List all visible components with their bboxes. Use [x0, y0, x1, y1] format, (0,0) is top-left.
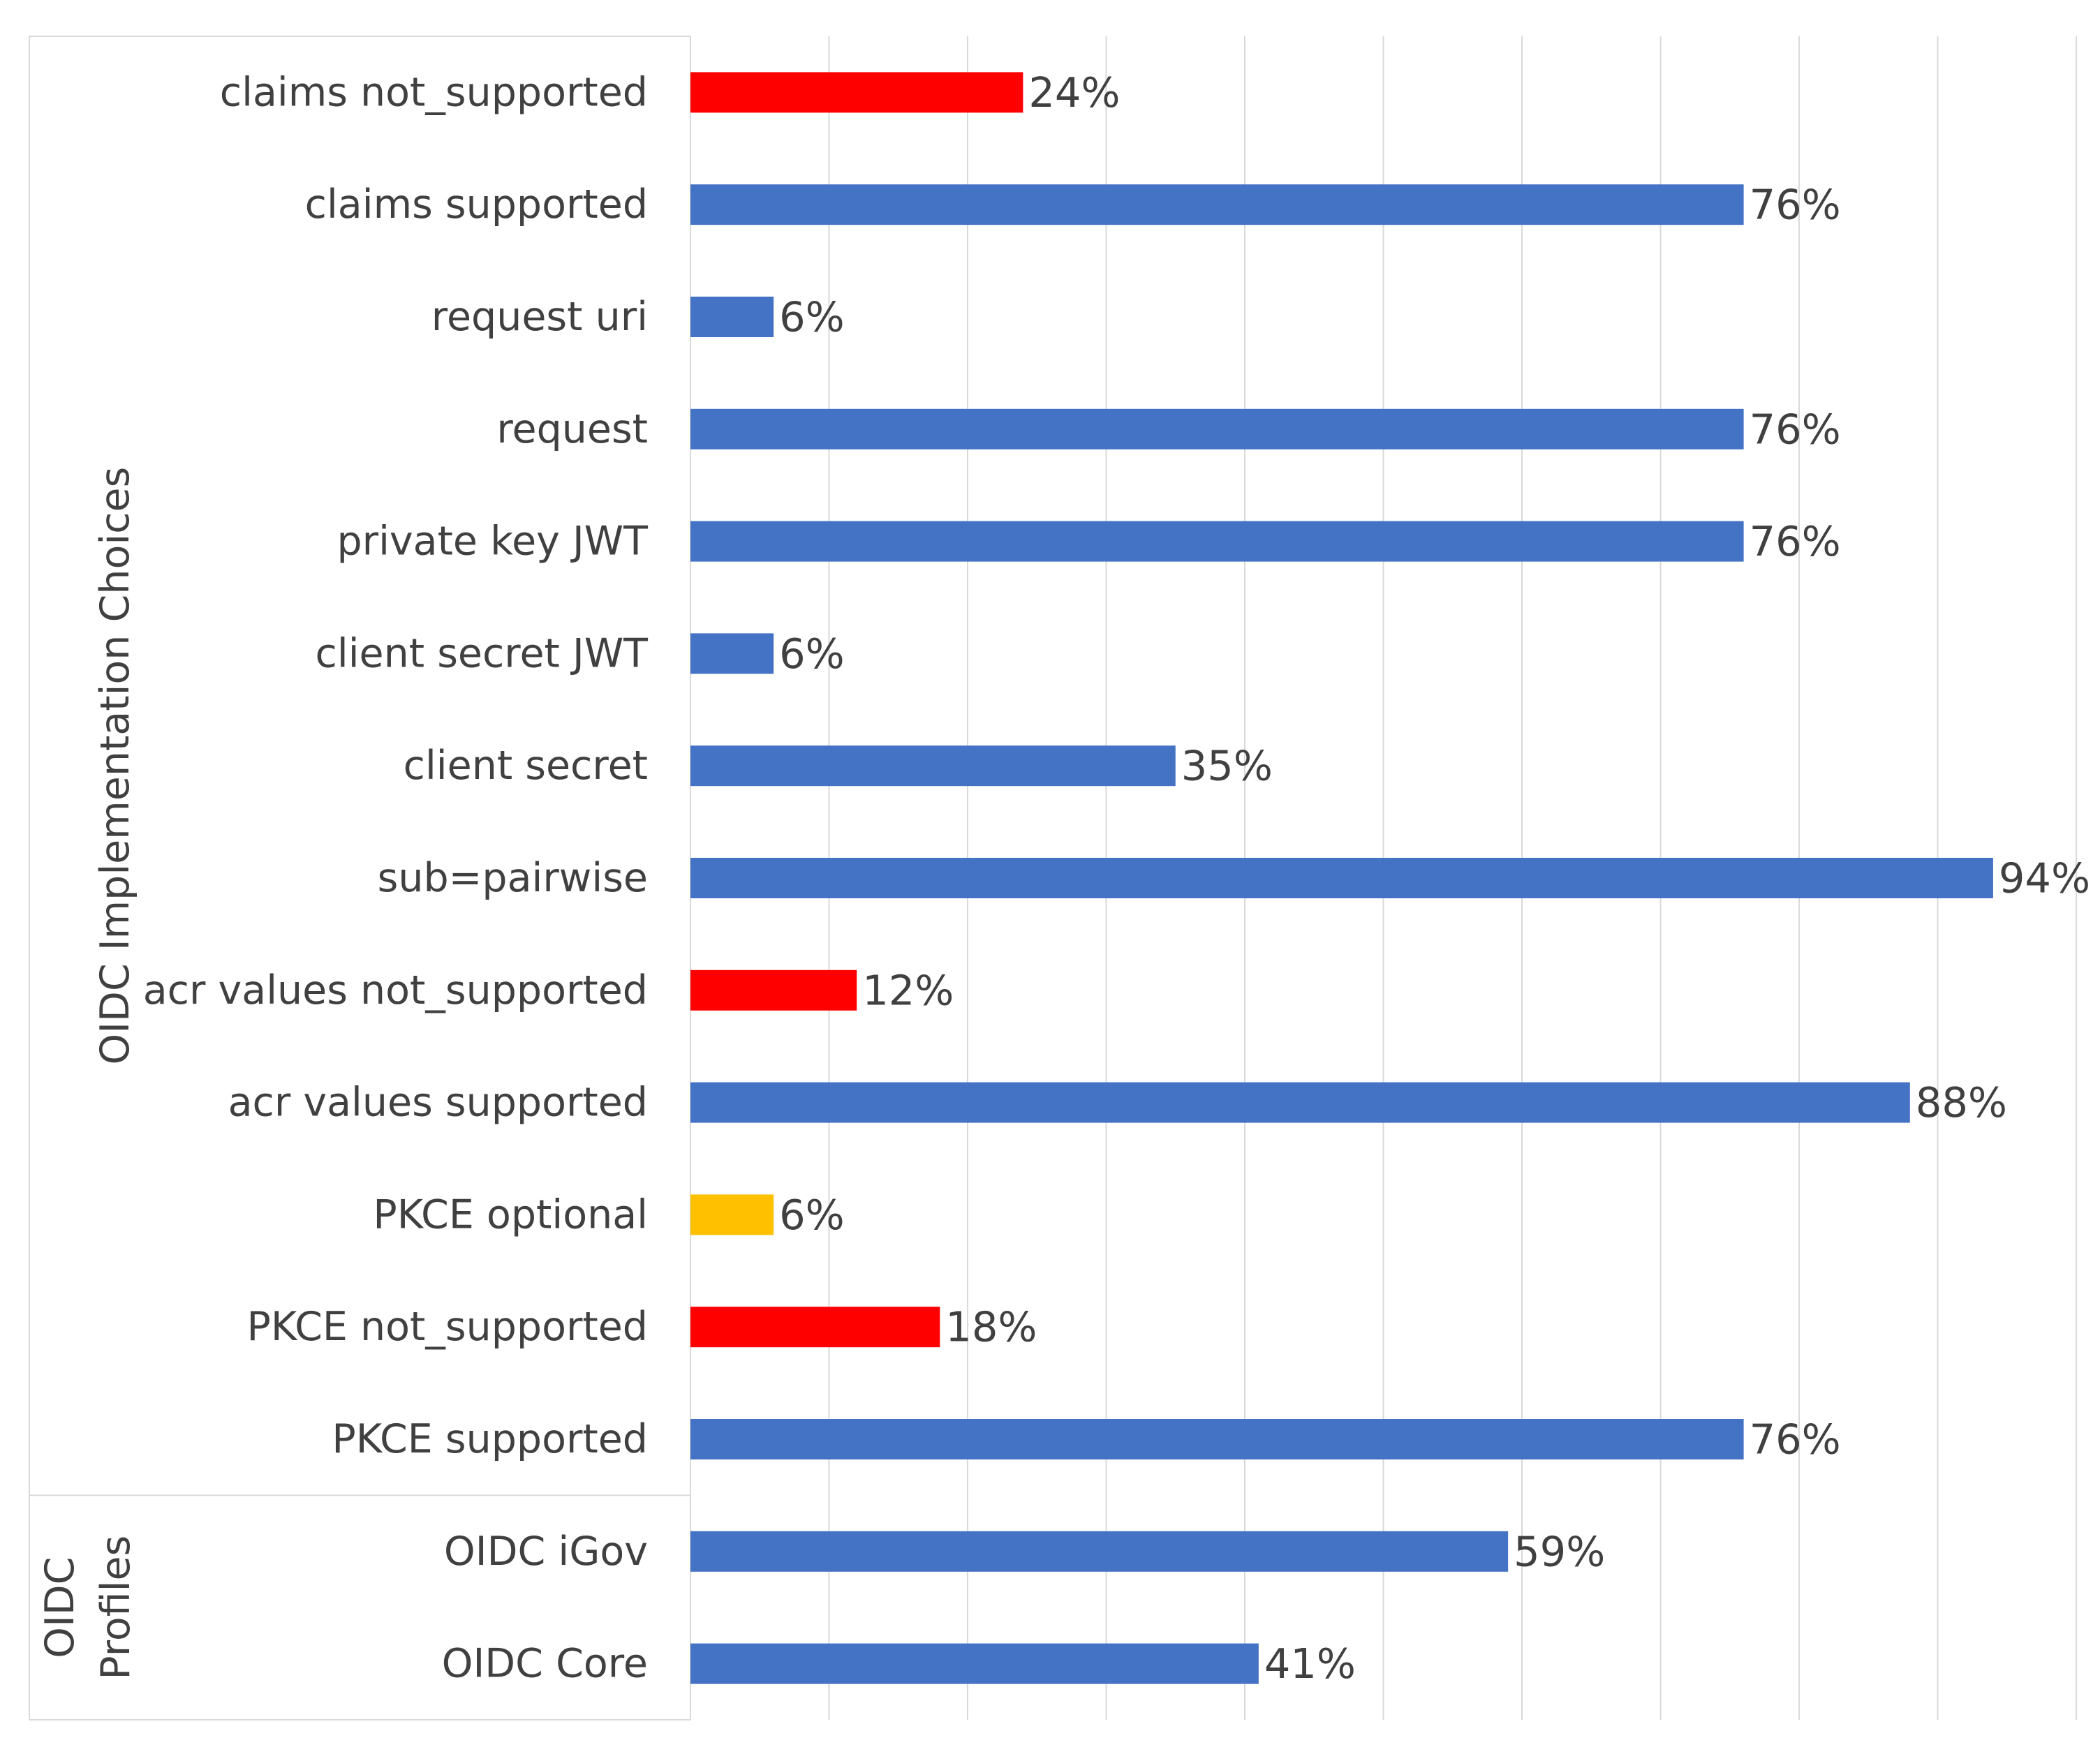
data-label: 41%: [1264, 1640, 1356, 1688]
category-label: claims supported: [305, 181, 648, 228]
bar: [690, 72, 1023, 112]
bar: [690, 1644, 1259, 1684]
data-label: 6%: [779, 1191, 845, 1239]
data-label: 12%: [862, 966, 954, 1014]
category-label: client secret: [404, 743, 648, 789]
data-label: 94%: [1999, 854, 2090, 902]
category-label: PKCE supported: [332, 1416, 648, 1462]
bar: [690, 858, 1993, 898]
bar: [690, 1083, 1910, 1123]
data-label: 18%: [945, 1303, 1037, 1351]
bar: [690, 1419, 1744, 1459]
data-label: 35%: [1181, 742, 1273, 790]
category-label: request uri: [431, 294, 648, 340]
data-label: 76%: [1750, 517, 1841, 565]
bar: [690, 745, 1176, 786]
group-label-implementation-choices: OIDC Implementation Choices: [92, 467, 138, 1065]
category-label: OIDC Core: [442, 1641, 648, 1687]
chart: claims not_supportedclaims supported requ…: [0, 0, 2100, 1751]
data-label: 24%: [1028, 68, 1120, 117]
data-label: 76%: [1750, 181, 1841, 229]
bar: [690, 1307, 940, 1347]
category-label: claims not_supported: [220, 69, 648, 115]
bar-chart: claims not_supportedclaims supported requ…: [0, 0, 2100, 1751]
category-label: private key JWT: [337, 519, 648, 565]
data-label: 59%: [1514, 1527, 1605, 1575]
category-label: PKCE not_supported: [246, 1304, 648, 1350]
data-label: 6%: [779, 630, 845, 678]
bar: [690, 184, 1744, 225]
group-label-line: OIDC: [37, 1557, 83, 1658]
bar: [690, 409, 1744, 449]
group-label-line: Profiles: [93, 1536, 139, 1680]
bar: [690, 1531, 1508, 1572]
data-label: 76%: [1750, 405, 1841, 453]
category-label: acr values not_supported: [143, 967, 648, 1013]
category-label: acr values supported: [228, 1080, 648, 1126]
category-label: request: [496, 406, 648, 452]
data-label: 6%: [779, 293, 845, 341]
category-label: sub=pairwise: [378, 855, 648, 901]
bar: [690, 633, 774, 674]
bar: [690, 1194, 774, 1235]
category-label: PKCE optional: [373, 1191, 648, 1238]
bar: [690, 970, 857, 1011]
bar: [690, 521, 1744, 562]
category-label: client secret JWT: [316, 630, 649, 676]
data-label: 88%: [1916, 1078, 2007, 1127]
bar: [690, 297, 774, 337]
category-label: OIDC iGov: [444, 1529, 648, 1575]
data-label: 76%: [1750, 1415, 1841, 1464]
